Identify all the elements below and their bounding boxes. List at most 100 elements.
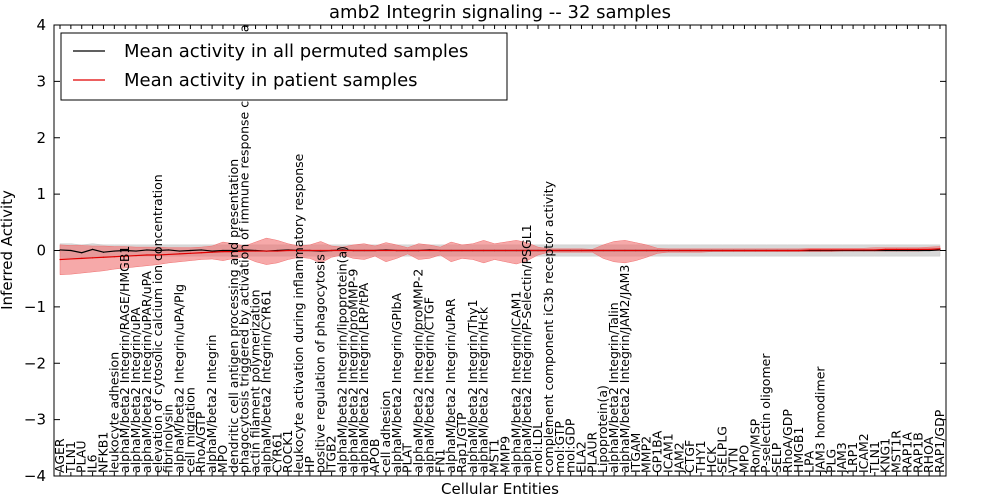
patient-point bbox=[678, 249, 680, 252]
category-label: actin filament polymerization bbox=[248, 289, 263, 473]
patient-point bbox=[754, 249, 756, 252]
patient-point bbox=[515, 249, 517, 252]
patient-point bbox=[320, 249, 322, 252]
patient-point bbox=[168, 253, 170, 256]
y-tick-label: −4 bbox=[24, 467, 46, 485]
category-label: alphaM/beta2 Integrin/GPIbA bbox=[389, 293, 404, 473]
patient-point bbox=[928, 248, 930, 250]
category-label: ICAM1 bbox=[660, 433, 675, 473]
category-label: IL6 bbox=[85, 454, 100, 473]
legend-box bbox=[60, 32, 508, 101]
category-label: alphaM/beta2 Integrin/Talin bbox=[606, 302, 621, 473]
category-label: alphaM/beta2 Integrin bbox=[204, 335, 219, 473]
category-label: elevation of cytosolic calcium ion conce… bbox=[150, 174, 165, 473]
category-label: KNG1 bbox=[878, 438, 893, 473]
patient-point bbox=[472, 249, 474, 252]
patient-point bbox=[483, 249, 485, 252]
patient-mean-line bbox=[59, 248, 941, 261]
category-label: MST1R bbox=[889, 430, 904, 473]
patient-point bbox=[189, 252, 191, 254]
patient-point bbox=[287, 249, 289, 252]
category-label: leukocyte activation during inflammatory… bbox=[291, 153, 306, 473]
permuted-point bbox=[895, 249, 898, 252]
permuted-point bbox=[885, 249, 887, 252]
patient-point bbox=[667, 249, 670, 252]
patient-point bbox=[580, 249, 583, 252]
patient-point bbox=[102, 256, 105, 258]
category-label: alphaM/beta2 Integrin/JAM2/JAM3 bbox=[617, 265, 632, 473]
category-label: APOB bbox=[367, 438, 382, 473]
permuted-point bbox=[146, 249, 148, 251]
patient-point bbox=[91, 257, 94, 259]
category-label: MPO bbox=[736, 445, 751, 473]
category-label: alphaM/beta2 Integrin/Thy1 bbox=[465, 299, 480, 473]
patient-band bbox=[59, 237, 941, 276]
patient-point bbox=[656, 249, 659, 252]
patient-point bbox=[732, 249, 735, 252]
permuted-point bbox=[135, 250, 137, 252]
patient-point bbox=[461, 249, 463, 252]
patient-point bbox=[81, 257, 83, 259]
patient-point bbox=[200, 252, 202, 254]
patient-point bbox=[559, 249, 561, 252]
patient-point bbox=[548, 249, 550, 252]
category-label: JAM3 bbox=[834, 442, 849, 474]
patient-point bbox=[265, 250, 268, 252]
category-label: PLG bbox=[823, 449, 838, 473]
patient-point bbox=[765, 249, 767, 252]
patient-point bbox=[309, 249, 311, 252]
category-label: cell adhesion bbox=[378, 391, 393, 473]
chart-title: amb2 Integrin signaling -- 32 samples bbox=[329, 2, 671, 23]
permuted-point bbox=[906, 249, 909, 252]
permuted-point bbox=[211, 250, 213, 252]
patient-point bbox=[146, 254, 148, 256]
category-label: alphaM/beta2 Integrin/P-Selectin/PSGL1 bbox=[519, 224, 534, 473]
category-label: CTGF bbox=[682, 440, 697, 473]
permuted-point bbox=[178, 250, 181, 252]
y-axis: −4 −3 −2 −1 0 1 2 3 4 bbox=[24, 16, 946, 485]
category-label: alphaM/beta2 Integrin/LRP/tPA bbox=[356, 282, 371, 473]
category-label: LPA bbox=[802, 450, 817, 473]
patient-point bbox=[341, 249, 344, 252]
category-label: HCK bbox=[704, 446, 719, 473]
category-label: alphaM/beta2 Integrin/uPAR bbox=[443, 298, 458, 473]
category-label: mol:GTP bbox=[552, 421, 567, 473]
legend: Mean activity in all permuted samples Me… bbox=[60, 32, 508, 101]
category-label: Rap1/GTP bbox=[454, 412, 469, 473]
y-tick-label: 3 bbox=[36, 72, 46, 90]
category-label: cell migration bbox=[182, 387, 197, 473]
category-label: FN1 bbox=[432, 449, 447, 474]
patient-point bbox=[244, 250, 246, 252]
category-label: mol:LDL bbox=[530, 422, 545, 473]
patient-point bbox=[407, 249, 409, 252]
y-axis-label: Inferred Activity bbox=[0, 190, 16, 310]
x-axis bbox=[59, 25, 941, 476]
patient-point bbox=[526, 249, 528, 252]
patient-point bbox=[819, 249, 822, 251]
patient-point bbox=[722, 249, 724, 252]
category-label: SELP bbox=[769, 442, 784, 473]
y-tick-label: 2 bbox=[36, 129, 46, 147]
category-label: alphaM/beta2 Integrin/uPA/Plg bbox=[172, 284, 187, 473]
category-label: JAM3 homodimer bbox=[812, 366, 827, 474]
category-label: alphaM/beta2 Integrin/RAGE/HMGB1 bbox=[117, 246, 132, 473]
patient-point bbox=[276, 250, 278, 252]
patient-point bbox=[331, 249, 333, 252]
permuted-point bbox=[157, 249, 159, 252]
category-label: THY1 bbox=[693, 440, 708, 474]
patient-point bbox=[504, 249, 507, 252]
patient-point bbox=[374, 249, 376, 252]
category-label: TLN1 bbox=[63, 441, 78, 474]
category-label: phagocytosis triggered by activation of … bbox=[237, 0, 252, 473]
category-label: MMP2 bbox=[639, 436, 654, 473]
patient-point bbox=[113, 256, 115, 258]
lines-layer bbox=[59, 248, 941, 261]
category-label: PLAT bbox=[400, 443, 415, 473]
permuted-point bbox=[917, 249, 919, 252]
permuted-point bbox=[124, 249, 126, 252]
category-label: alphaM/beta2 Integrin/uPA bbox=[128, 307, 143, 473]
permuted-point bbox=[222, 249, 224, 252]
category-label: SELPLG bbox=[715, 426, 730, 473]
